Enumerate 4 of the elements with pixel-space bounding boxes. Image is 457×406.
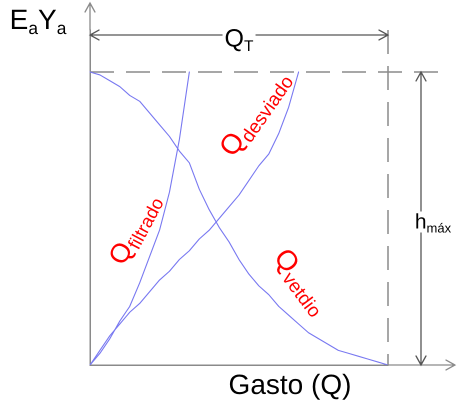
x-axis-title: Gasto (Q) <box>228 369 352 400</box>
text: h$_{máx}$ <box>412 210 454 236</box>
y-axis-title: E$_{a}$Y$_{a}$ <box>10 4 66 38</box>
text: Q$_{T}$ <box>224 24 254 56</box>
